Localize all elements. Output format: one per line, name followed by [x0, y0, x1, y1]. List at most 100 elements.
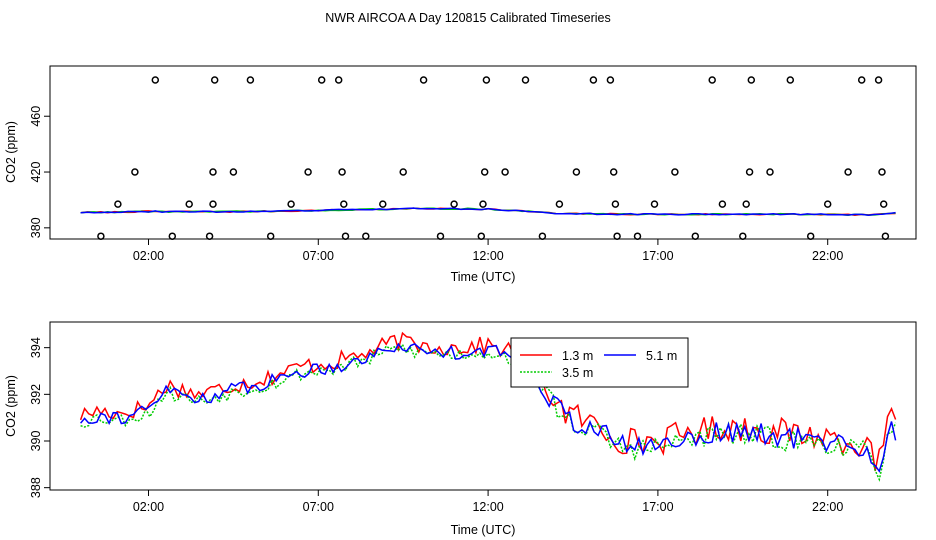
reference-point [806, 232, 815, 240]
reference-point [450, 200, 458, 208]
figure-title: NWR AIRCOA A Day 120815 Calibrated Times… [325, 11, 611, 25]
reference-point [341, 232, 350, 240]
reference-point [151, 76, 160, 84]
reference-point [671, 168, 679, 176]
x-tick-label: 17:00 [642, 500, 673, 514]
reference-point [874, 76, 883, 84]
y-tick-label: 394 [29, 337, 43, 358]
reference-point [114, 200, 122, 208]
plot-frame-bottom [49, 321, 917, 491]
x-tick-label: 12:00 [472, 500, 503, 514]
reference-point [708, 76, 716, 84]
x-tick-label: 22:00 [812, 249, 843, 263]
reference-point [747, 76, 756, 84]
y-axis-label-top: CO2 (ppm) [4, 121, 18, 183]
legend-label-1-3m: 1.3 m [562, 349, 593, 363]
reference-point [334, 76, 343, 84]
reference-point [650, 200, 659, 208]
reference-point [606, 76, 615, 84]
reference-point [766, 168, 774, 176]
reference-point [613, 232, 621, 240]
series-line-3-5-m [80, 343, 897, 482]
reference-point [482, 76, 491, 84]
reference-point [229, 168, 238, 176]
reference-point [362, 232, 370, 240]
reference-point [205, 232, 214, 240]
x-axis-bottom: 02:00 07:00 12:00 17:00 22:00 [133, 490, 843, 514]
legend: 1.3 m 5.1 m 3.5 m [510, 337, 689, 388]
reference-point [340, 200, 348, 208]
y-tick-label: 420 [29, 162, 43, 183]
reference-point [97, 232, 105, 240]
y-axis-bottom: 388 390 392 394 [29, 337, 50, 498]
reference-point [266, 232, 275, 240]
reference-point [609, 168, 618, 176]
legend-label-3-5m: 3.5 m [562, 366, 593, 380]
series-lines-bottom [79, 331, 897, 482]
legend-label-5-1m: 5.1 m [646, 349, 677, 363]
reference-point [538, 232, 547, 240]
x-tick-label: 12:00 [472, 249, 503, 263]
reference-point [399, 168, 407, 176]
reference-point [718, 200, 727, 208]
reference-point [304, 168, 312, 176]
reference-point [745, 168, 754, 176]
plot-frame-top [49, 65, 917, 240]
x-tick-label: 17:00 [642, 249, 673, 263]
reference-point [521, 76, 530, 84]
reference-point [131, 168, 139, 176]
reference-point [878, 168, 886, 176]
reference-point [210, 76, 219, 84]
reference-point [742, 200, 750, 208]
legend-box [510, 337, 689, 388]
reference-point [480, 168, 489, 176]
reference-point [589, 76, 598, 84]
reference-point [479, 200, 487, 208]
x-axis-top: 02:00 07:00 12:00 17:00 22:00 [133, 239, 843, 263]
scatter-points-top [97, 76, 890, 240]
series-lines-top [80, 207, 896, 217]
panel-top: 02:00 07:00 12:00 17:00 22:00 380 420 460 Time… [4, 65, 917, 284]
x-axis-label-top: Time (UTC) [451, 270, 516, 284]
reference-point [633, 232, 642, 240]
reference-point [881, 232, 890, 240]
series-line-5-1-m [80, 207, 896, 217]
reference-point [419, 76, 428, 84]
x-tick-label: 02:00 [133, 249, 164, 263]
reference-point [691, 232, 700, 240]
x-tick-label: 22:00 [812, 500, 843, 514]
y-axis-label-bottom: CO2 (ppm) [4, 375, 18, 437]
reference-point [246, 76, 255, 84]
reference-point [287, 200, 295, 208]
reference-point [739, 232, 747, 240]
reference-point [209, 168, 217, 176]
reference-point [168, 232, 177, 240]
reference-point [611, 200, 620, 208]
x-tick-label: 07:00 [303, 249, 334, 263]
y-tick-label: 380 [29, 217, 43, 238]
reference-point [501, 168, 509, 176]
reference-point [379, 200, 387, 208]
y-axis-top: 380 420 460 [29, 106, 50, 238]
series-line-1-3-m [79, 331, 897, 472]
reference-point [823, 200, 832, 208]
reference-point [844, 168, 852, 176]
reference-point [317, 76, 326, 84]
y-tick-label: 392 [29, 384, 43, 405]
reference-point [555, 200, 564, 208]
y-tick-label: 460 [29, 106, 43, 127]
reference-point [209, 200, 217, 208]
reference-point [786, 76, 795, 84]
panel-bottom: 02:00 07:00 12:00 17:00 22:00 388 390 392 394 T… [4, 321, 917, 537]
reference-point [436, 232, 445, 240]
reference-point [185, 200, 193, 208]
reference-point [572, 168, 581, 176]
x-axis-label-bottom: Time (UTC) [451, 523, 516, 537]
x-tick-label: 07:00 [303, 500, 334, 514]
x-tick-label: 02:00 [133, 500, 164, 514]
reference-point [338, 168, 346, 176]
y-tick-label: 388 [29, 477, 43, 498]
reference-point [857, 76, 866, 84]
y-tick-label: 390 [29, 431, 43, 452]
